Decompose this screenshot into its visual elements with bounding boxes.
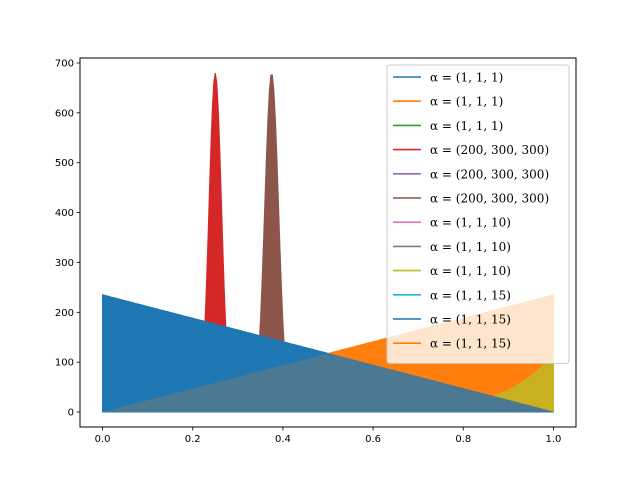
- legend-entry-label: α = (1, 1, 15): [430, 313, 511, 327]
- x-tick-label: 0.0: [95, 434, 111, 445]
- y-tick-label: 500: [55, 158, 74, 169]
- y-axis: 0 100 200 300 400 500 600 700: [55, 58, 80, 419]
- series-layer: [102, 72, 554, 413]
- legend-entry-label: α = (1, 1, 15): [430, 288, 511, 302]
- x-tick-label: 1.0: [546, 434, 562, 445]
- legend: α = (1, 1, 1) α = (1, 1, 1) α = (1, 1, 1) α…: [386, 64, 570, 364]
- legend-entry-label: α = (1, 1, 1): [430, 119, 503, 133]
- legend-box: [386, 64, 570, 364]
- legend-entry-label: α = (1, 1, 1): [430, 95, 503, 109]
- series-area-11: [102, 294, 554, 413]
- legend-entry-label: α = (200, 300, 300): [430, 143, 549, 157]
- x-tick-label: 0.2: [185, 434, 201, 445]
- y-tick-label: 300: [55, 258, 74, 269]
- legend-entry-label: α = (1, 1, 10): [430, 216, 511, 230]
- legend-entry-label: α = (1, 1, 15): [430, 337, 511, 351]
- plot-frame: [79, 57, 577, 428]
- y-tick-label: 700: [55, 58, 74, 69]
- legend-entry-label: α = (1, 1, 10): [430, 240, 511, 254]
- x-tick-label: 0.4: [275, 434, 291, 445]
- legend-entry-label: α = (1, 1, 1): [430, 71, 503, 85]
- legend-entry-label: α = (200, 300, 300): [430, 192, 549, 206]
- y-tick-label: 600: [55, 108, 74, 119]
- y-tick-label: 100: [55, 358, 74, 369]
- x-tick-label: 0.8: [455, 434, 471, 445]
- legend-entry-label: α = (200, 300, 300): [430, 167, 549, 181]
- y-tick-label: 0: [68, 408, 74, 419]
- x-tick-label: 0.6: [365, 434, 381, 445]
- y-tick-label: 400: [55, 208, 74, 219]
- y-tick-label: 200: [55, 308, 74, 319]
- x-axis: 0.0 0.2 0.4 0.6 0.8 1.0: [95, 427, 562, 445]
- legend-entry-label: α = (1, 1, 10): [430, 264, 511, 278]
